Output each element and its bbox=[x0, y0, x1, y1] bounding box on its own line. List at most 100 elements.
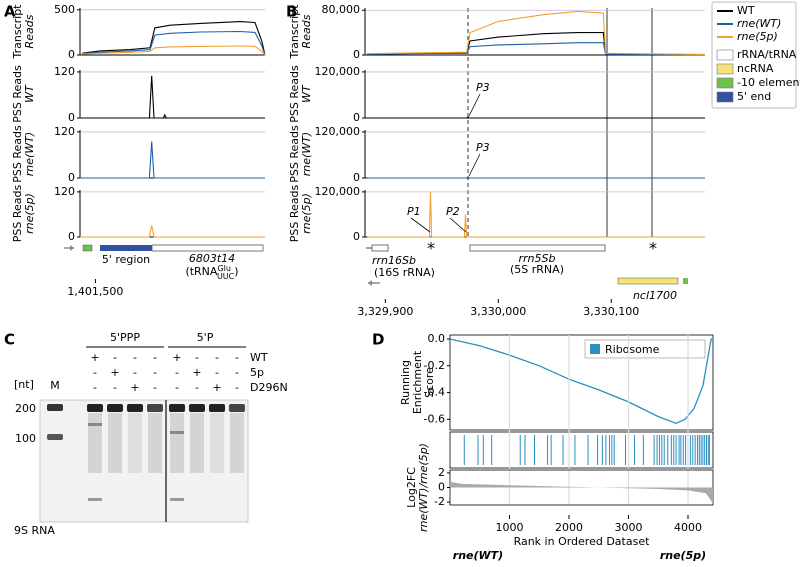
gel-row-label: WT bbox=[250, 351, 268, 364]
gel-sign: - bbox=[215, 366, 219, 379]
y-axis-label: rne(WT) bbox=[23, 132, 36, 176]
gel-sign: - bbox=[235, 381, 239, 394]
annotation: P3 bbox=[476, 81, 490, 94]
y-tick-label: 500 bbox=[54, 3, 75, 16]
annotation: P3 bbox=[476, 141, 490, 154]
x-tick-label: 4000 bbox=[674, 521, 702, 534]
chart: 0 120,000 PSS Reads rne(WT) P3 bbox=[288, 125, 705, 184]
gene-product: (5S rRNA) bbox=[510, 263, 564, 276]
gel-smear bbox=[148, 413, 162, 473]
gene-product: (tRNAGlu UUC) bbox=[185, 264, 238, 281]
chart: 0 120,000 PSS Reads rne(5p) P1 P2 bbox=[288, 185, 705, 243]
gel-band bbox=[169, 404, 185, 412]
x-tick-label: 3,330,100 bbox=[583, 305, 639, 318]
y-tick-label: 80,000 bbox=[322, 3, 361, 16]
panel-label: C bbox=[4, 331, 15, 349]
y-axis-label: Log2FC bbox=[405, 467, 418, 508]
gel-sign: - bbox=[235, 366, 239, 379]
plot-frame bbox=[449, 334, 714, 431]
gel-smear bbox=[230, 413, 244, 473]
legend-swatch bbox=[716, 63, 734, 75]
gel-sign: - bbox=[195, 351, 199, 364]
gel-band bbox=[127, 404, 143, 412]
y-axis-label: rne(WT) bbox=[300, 132, 313, 176]
y-tick-label: 0 bbox=[353, 171, 360, 184]
panel-label: B bbox=[286, 3, 297, 21]
legend-label: rne(5p) bbox=[737, 30, 778, 43]
size-label: 100 bbox=[15, 432, 36, 445]
y-axis-label: Reads bbox=[23, 14, 36, 48]
y-tick-label: 0 bbox=[68, 48, 75, 61]
y-tick-label: 120 bbox=[54, 185, 75, 198]
gel-sign: - bbox=[235, 351, 239, 364]
annotation: P1 bbox=[407, 205, 421, 218]
gel-band bbox=[87, 404, 103, 412]
mark: * bbox=[649, 239, 657, 258]
gel-sign: - bbox=[153, 366, 157, 379]
data-line bbox=[82, 45, 266, 56]
gel-sign: + bbox=[90, 351, 99, 364]
gel-sign: - bbox=[113, 381, 117, 394]
legend-swatch bbox=[716, 91, 734, 103]
annotation-line bbox=[468, 93, 481, 117]
y-tick-label: 0 bbox=[68, 111, 75, 124]
chart: 0 120 PSS Reads rne(5p) bbox=[11, 185, 265, 243]
y-tick-label: 0 bbox=[353, 230, 360, 243]
gel-band bbox=[88, 423, 102, 426]
mark: * bbox=[427, 239, 435, 258]
x-end-label: rne(5p) bbox=[660, 549, 706, 562]
chart: 0 120 PSS Reads rne(WT) bbox=[11, 125, 265, 184]
legend-label: ncRNA bbox=[737, 62, 774, 75]
legend-label: WT bbox=[737, 4, 755, 17]
legend-label: 5' end bbox=[737, 90, 771, 103]
legend-label: Ribosome bbox=[605, 343, 660, 356]
x-tick-label: 1000 bbox=[496, 521, 524, 534]
gel-band bbox=[47, 404, 63, 411]
legend-label: rne(WT) bbox=[737, 17, 781, 30]
gene-name: rrn16Sb bbox=[372, 254, 416, 267]
data-line bbox=[82, 21, 266, 56]
y-axis-label: Score bbox=[423, 367, 436, 398]
gel-band bbox=[209, 404, 225, 412]
data-line bbox=[80, 225, 265, 238]
x-tick-label: 3,330,000 bbox=[470, 305, 526, 318]
guide-lines bbox=[467, 8, 653, 237]
gene-product: (16S rRNA) bbox=[374, 266, 435, 279]
annotation: P2 bbox=[446, 205, 460, 218]
gel-band bbox=[189, 404, 205, 412]
y-axis-label: PSS Reads bbox=[11, 125, 24, 183]
gene-name: 6803t14 bbox=[189, 252, 235, 265]
y-tick-label: 0 bbox=[353, 111, 360, 124]
chart: -20 2 1000 2000 3000 4000 Log2FC rne(WT)/rne(5p… bbox=[405, 335, 714, 562]
y-axis-label: Enrichment bbox=[411, 350, 424, 414]
gel-band bbox=[170, 498, 184, 501]
x-axis-label: Rank in Ordered Dataset bbox=[514, 535, 651, 548]
legend-label: -10 element bbox=[737, 76, 800, 89]
y-axis-label: rne(WT)/rne(5p) bbox=[417, 443, 430, 532]
x-tick-label: 3,329,900 bbox=[357, 305, 413, 318]
y-axis-label: WT bbox=[300, 84, 313, 103]
data-line bbox=[449, 338, 713, 425]
gel-sign: - bbox=[133, 351, 137, 364]
gel-caption: 9S RNA bbox=[14, 524, 55, 537]
y-axis-label: PSS Reads bbox=[288, 125, 301, 183]
gel-sign: - bbox=[153, 351, 157, 364]
gel-sign: - bbox=[113, 351, 117, 364]
gel-sign: + bbox=[130, 381, 139, 394]
gel-band bbox=[107, 404, 123, 412]
gene-track-a: 5' region 6803t14 (tRNAGlu UUC) bbox=[64, 244, 264, 281]
y-tick-label: 0 bbox=[68, 230, 75, 243]
gel-sign: - bbox=[133, 366, 137, 379]
y-tick-label: 120,000 bbox=[315, 65, 361, 78]
data-line bbox=[367, 42, 706, 56]
y-tick-label: 120 bbox=[54, 125, 75, 138]
gel-band bbox=[170, 431, 184, 434]
chart: 0.0 -0.2 -0.4 -0.6 Running Enrichment Score Rib… bbox=[399, 332, 714, 431]
y-axis-label: rne(5p) bbox=[23, 193, 36, 234]
y-tick-label: 2 bbox=[438, 466, 445, 479]
gene-name: ncl1700 bbox=[633, 289, 677, 302]
y-tick-label: 0 bbox=[68, 171, 75, 184]
gel-sign: - bbox=[195, 381, 199, 394]
